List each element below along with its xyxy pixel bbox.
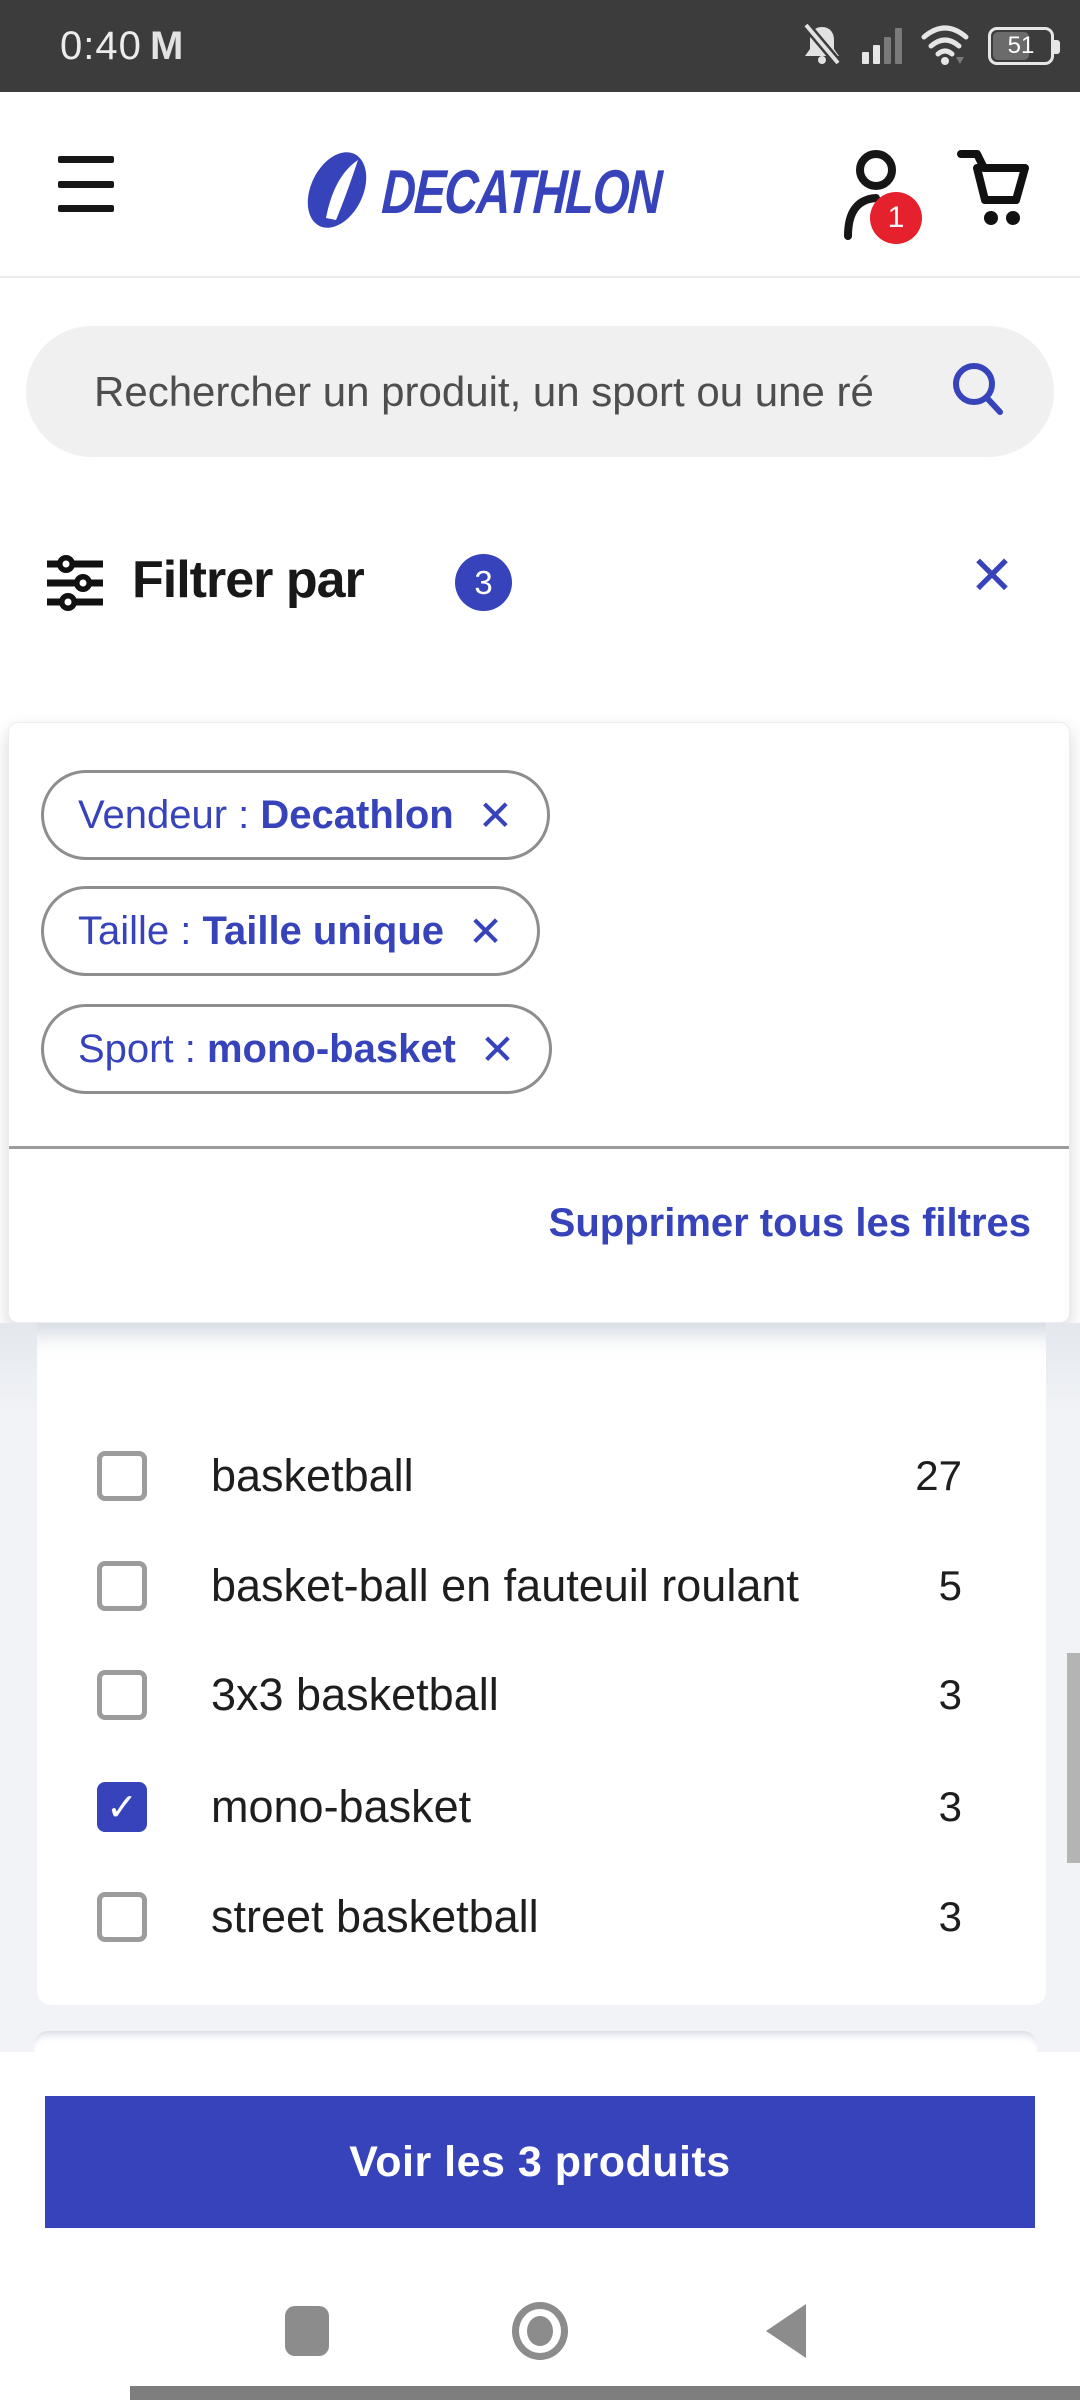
divider (9, 1146, 1069, 1149)
notifications-off-icon (800, 21, 844, 72)
option-label: 3x3 basketball (211, 1669, 499, 1720)
app-header: DECATHLON 1 (0, 92, 1080, 278)
chip-separator: : (227, 792, 261, 837)
remove-filter-icon[interactable]: ✕ (468, 906, 504, 956)
chip-value: Decathlon (260, 792, 454, 837)
checkbox[interactable]: ✓ (97, 1782, 147, 1832)
sport-option-row[interactable]: ✓ basketball 27 (97, 1445, 962, 1507)
scrollbar-thumb[interactable] (1067, 1653, 1080, 1863)
option-label: basketball (211, 1450, 414, 1501)
checkbox[interactable]: ✓ (97, 1451, 147, 1501)
show-products-button[interactable]: Voir les 3 produits (45, 2096, 1035, 2228)
brand-wordmark: DECATHLON (380, 158, 663, 227)
sport-option-row[interactable]: ✓ 3x3 basketball 3 (97, 1664, 962, 1726)
android-back-button[interactable] (766, 2304, 806, 2358)
next-section-panel-edge (34, 2031, 1037, 2052)
option-count: 3 (938, 1893, 962, 1940)
bottom-dock: Voir les 3 produits (0, 2052, 1080, 2400)
chip-label: Sport (78, 1026, 174, 1071)
status-bar: 0:40 M 51 (0, 0, 1080, 92)
chip-value: Taille unique (202, 908, 445, 953)
chip-label: Taille (78, 908, 170, 953)
decathlon-swoosh-icon (300, 138, 374, 247)
option-count: 3 (938, 1671, 962, 1718)
sport-option-row[interactable]: ✓ mono-basket 3 (97, 1776, 962, 1838)
decathlon-logo[interactable]: DECATHLON (300, 138, 749, 247)
chip-separator: : (169, 908, 203, 953)
clock: 0:40 (60, 24, 142, 68)
search-input[interactable]: Rechercher un produit, un sport ou une r… (26, 326, 1054, 457)
checkbox[interactable]: ✓ (97, 1670, 147, 1720)
wifi-icon (920, 23, 970, 70)
option-count: 5 (938, 1562, 962, 1609)
android-recents-button[interactable] (285, 2306, 329, 2356)
remove-filter-icon[interactable]: ✕ (479, 1024, 516, 1074)
home-indicator-bar (130, 2386, 1080, 2400)
remove-filter-icon[interactable]: ✕ (477, 790, 513, 840)
filter-chip-vendeur[interactable]: Vendeur : Decathlon ✕ (41, 770, 550, 860)
search-icon[interactable] (950, 360, 1008, 423)
cell-signal-icon (862, 28, 902, 64)
option-count: 3 (938, 1783, 962, 1830)
cart-button[interactable] (955, 144, 1033, 239)
filter-chip-sport[interactable]: Sport : mono-basket ✕ (41, 1004, 553, 1094)
account-button[interactable]: 1 (842, 148, 922, 244)
sport-option-row[interactable]: ✓ basket-ball en fauteuil roulant 5 (97, 1555, 962, 1617)
filter-chip-taille[interactable]: Taille : Taille unique ✕ (41, 886, 541, 976)
chip-label: Vendeur (78, 792, 228, 837)
active-filters-badge: 3 (455, 554, 512, 611)
sport-options-panel: ✓ basketball 27 ✓ basket-ball en fauteui… (37, 1323, 1046, 2005)
account-notification-badge: 1 (870, 192, 922, 244)
checkbox[interactable]: ✓ (97, 1561, 147, 1611)
android-home-button[interactable] (512, 2302, 568, 2360)
option-label: street basketball (211, 1891, 539, 1942)
battery-icon: 51 (988, 27, 1060, 65)
filter-options-background: ✓ basketball 27 ✓ basket-ball en fauteui… (0, 1323, 1080, 2052)
option-label: basket-ball en fauteuil roulant (211, 1560, 799, 1611)
active-filters-card: Vendeur : Decathlon ✕ Taille : Taille un… (8, 722, 1070, 1323)
checkmark-icon: ✓ (106, 1785, 138, 1829)
checkbox[interactable]: ✓ (97, 1892, 147, 1942)
battery-percent: 51 (1007, 32, 1035, 59)
option-count: 27 (915, 1452, 962, 1499)
chip-value: mono-basket (206, 1026, 456, 1071)
clear-all-filters-link[interactable]: Supprimer tous les filtres (548, 1201, 1031, 1245)
gmail-icon: M (150, 24, 184, 68)
search-placeholder: Rechercher un produit, un sport ou une r… (94, 367, 874, 415)
filter-sliders-icon (45, 554, 105, 617)
close-icon[interactable]: ✕ (969, 544, 1015, 607)
filter-sheet-title: Filtrer par (132, 551, 365, 609)
option-label: mono-basket (211, 1781, 472, 1832)
chip-separator: : (173, 1026, 207, 1071)
sport-option-row[interactable]: ✓ street basketball 3 (97, 1886, 962, 1948)
menu-button[interactable] (58, 156, 114, 212)
